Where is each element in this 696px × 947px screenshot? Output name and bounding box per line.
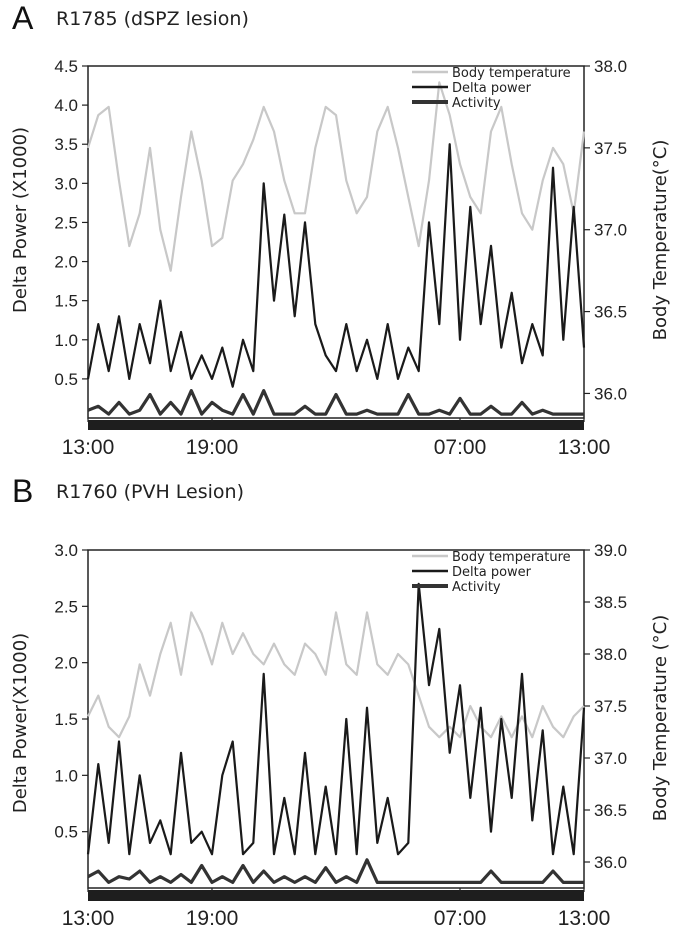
series-body-temperature [86,81,586,272]
right-tick-label: 37.5 [594,697,627,716]
right-tick-label: 37.0 [594,749,627,768]
panel-b: B R1760 (PVH Lesion) 0.5 1.0 1.5 2.0 2.5 3.0 3… [0,473,696,946]
series-activity [87,858,584,884]
right-tick-label: 37.5 [594,139,627,158]
left-axis-title: Delta Power (X1000) [10,127,31,313]
panel-letter: B [12,473,34,509]
x-tick-label: 19:00 [186,436,239,459]
plot-frame [87,549,585,889]
x-tick-label: 13:00 [62,436,115,459]
panel-title: R1785 (dSPZ lesion) [56,8,249,30]
series-body-temperature [87,611,585,739]
x-tick-label: 19:00 [186,907,239,930]
x-tick-label: 07:00 [434,436,487,459]
legend-label: Activity [452,96,501,111]
legend-label: Body temperature [452,550,571,565]
x-tick-label: 13:00 [62,907,115,930]
legend-label: Delta power [452,565,532,580]
right-tick-label: 38.0 [594,645,627,664]
right-axis-title: Body Temperature (°C) [650,615,671,822]
legend-label: Activity [452,580,501,595]
dark-period-bar [88,420,584,430]
left-tick-label: 2.5 [54,597,78,616]
right-axis-title: Body Temperature(°C) [650,140,671,341]
left-tick-label: 1.5 [54,292,78,311]
left-tick-label: 2.0 [54,253,78,272]
series-delta-power [86,143,586,388]
left-tick-label: 0.5 [54,370,78,389]
panel-title: R1760 (PVH Lesion) [56,481,244,503]
right-tick-label: 39.0 [594,541,627,560]
left-tick-label: 2.5 [54,213,78,232]
right-tick-label: 36.5 [594,303,627,322]
series-delta-power [86,582,586,856]
left-tick-label: 3.0 [54,174,78,193]
legend-label: Delta power [452,81,532,96]
left-axis-title: Delta Power(X1000) [10,633,31,813]
left-tick-label: 0.5 [54,823,78,842]
right-tick-label: 36.5 [594,801,627,820]
right-tick-label: 38.5 [594,593,627,612]
x-tick-label: 13:00 [558,436,611,459]
right-tick-label: 37.0 [594,221,627,240]
left-tick-label: 3.5 [54,135,78,154]
dark-period-bar [88,890,584,901]
left-tick-label: 4.0 [54,96,78,115]
chart-a: 0.5 1.0 1.5 2.0 2.5 3.0 3.5 4.0 4.5 36.0 36.5 37.0 3… [10,57,671,459]
left-tick-label: 1.0 [54,766,78,785]
chart-b: 0.5 1.0 1.5 2.0 2.5 3.0 36.0 36.5 37.0 37.5 38.0 38… [10,541,671,930]
right-tick-label: 36.0 [594,384,627,403]
left-tick-label: 1.5 [54,710,78,729]
plot-frame [87,65,585,419]
panel-letter: A [12,0,34,36]
right-tick-label: 36.0 [594,853,627,872]
x-tick-label: 13:00 [558,907,611,930]
right-tick-label: 38.0 [594,57,627,76]
legend-label: Body temperature [452,66,571,81]
left-tick-label: 4.5 [54,57,78,76]
panel-a: A R1785 (dSPZ lesion) 0.5 1.0 1.5 2.0 2.5 3.0… [0,0,696,473]
left-tick-label: 2.0 [54,654,78,673]
left-tick-label: 1.0 [54,331,78,350]
x-tick-label: 07:00 [434,907,487,930]
series-activity [87,389,584,416]
left-tick-label: 3.0 [54,541,78,560]
